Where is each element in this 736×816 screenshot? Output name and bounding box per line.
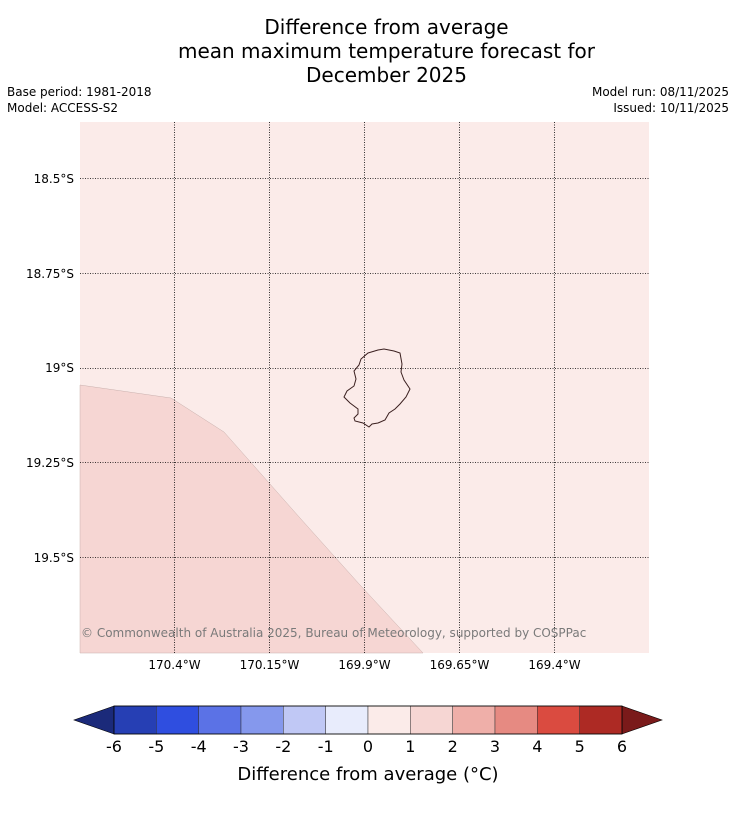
title-line-3: December 2025: [306, 63, 467, 87]
colorbar-segment: [410, 705, 453, 735]
lat-label: 19°S: [45, 361, 74, 375]
lon-label: 169.65°W: [430, 658, 490, 672]
lat-label: 19.5°S: [34, 551, 74, 565]
lat-label: 18.5°S: [34, 172, 74, 186]
colorbar-segment: [579, 705, 623, 735]
colorbar-under-triangle: [73, 705, 115, 735]
colorbar-tick-label: -6: [106, 737, 122, 756]
colorbar-tick-label: 2: [448, 737, 458, 756]
issued-date: Issued: 10/11/2025: [613, 101, 729, 115]
lon-label: 170.15°W: [240, 658, 300, 672]
colorbar-segment: [537, 705, 580, 735]
lat-label: 19.25°S: [26, 456, 74, 470]
colorbar-tick-label: 4: [532, 737, 542, 756]
colorbar-segment: [113, 705, 157, 735]
colorbar-tick-label: -4: [191, 737, 207, 756]
colorbar-tick-label: 3: [490, 737, 500, 756]
colorbar-segment: [494, 705, 538, 735]
lon-label: 169.9°W: [338, 658, 390, 672]
base-period: Base period: 1981-2018: [7, 85, 152, 99]
colorbar-tick-label: 0: [363, 737, 373, 756]
colorbar-tick-label: -5: [148, 737, 164, 756]
colorbar-tick-label: -1: [318, 737, 334, 756]
island-coastline: [343, 348, 411, 428]
map-title: Difference from average mean maximum tem…: [0, 15, 736, 87]
colorbar-segment: [156, 705, 199, 735]
colorbar-over-triangle: [621, 705, 663, 735]
map-region-1-to-2: [79, 384, 424, 654]
colorbar-segment: [325, 705, 369, 735]
colorbar-tick-label: 6: [617, 737, 627, 756]
meta-right: Model run: 08/11/2025 Issued: 10/11/2025: [592, 84, 729, 116]
model-name: Model: ACCESS-S2: [7, 101, 119, 115]
colorbar-segment: [283, 705, 326, 735]
colorbar-tick-label: 1: [405, 737, 415, 756]
colorbar-segment: [240, 705, 284, 735]
lon-label: 170.4°W: [148, 658, 200, 672]
colorbar-title: Difference from average (°C): [237, 764, 498, 785]
colorbar-segment: [367, 705, 411, 735]
colorbar-segment: [198, 705, 242, 735]
lon-gridlines: [174, 122, 555, 653]
meta-left: Base period: 1981-2018 Model: ACCESS-S2: [7, 84, 152, 116]
copyright-notice: © Commonwealth of Australia 2025, Bureau…: [81, 626, 586, 640]
title-line-1: Difference from average: [264, 15, 509, 39]
title-line-2: mean maximum temperature forecast for: [177, 39, 595, 63]
colorbar-tick-label: -3: [233, 737, 249, 756]
colorbar-frame: [113, 705, 623, 735]
colorbar-tick-label: 5: [575, 737, 585, 756]
model-run: Model run: 08/11/2025: [591, 85, 729, 99]
lon-label: 169.4°W: [528, 658, 580, 672]
colorbar: -6 -5 -4 -3 -2 -1 0 1 2 3 4 5 6: [73, 705, 663, 756]
lat-label: 18.75°S: [26, 267, 74, 281]
colorbar-tick-label: -2: [275, 737, 291, 756]
colorbar-segment: [452, 705, 496, 735]
